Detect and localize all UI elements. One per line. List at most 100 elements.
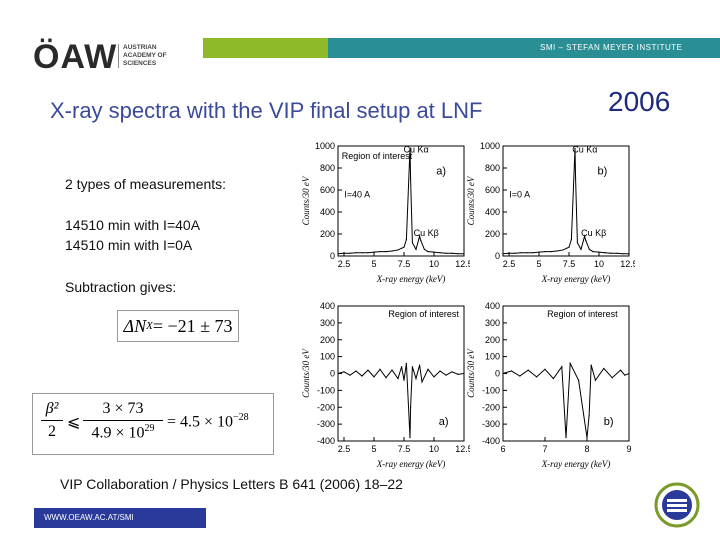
eq-rhs: = −21 ± 73 bbox=[152, 315, 233, 336]
x-tick-label: 12.5 bbox=[620, 259, 635, 269]
data-point bbox=[514, 252, 516, 254]
formula-rhs: = 4.5 × 10−28 bbox=[167, 412, 249, 431]
x-tick-label: 2.5 bbox=[503, 259, 516, 269]
data-point bbox=[439, 252, 441, 254]
measurements-heading: 2 types of measurements: bbox=[65, 176, 227, 192]
data-point bbox=[403, 379, 405, 381]
data-point bbox=[562, 249, 564, 251]
footer-url[interactable]: WWW.OEAW.AC.AT/SMI bbox=[44, 513, 134, 522]
header-bar-green bbox=[203, 38, 328, 58]
data-point bbox=[574, 147, 576, 149]
data-point bbox=[576, 242, 578, 244]
x-tick-label: 7.5 bbox=[563, 259, 576, 269]
annotation: Region of interest bbox=[342, 151, 413, 161]
data-point bbox=[620, 369, 622, 371]
plot-frame bbox=[502, 145, 630, 257]
y-tick-label: 100 bbox=[320, 352, 335, 362]
annotation: I=40 A bbox=[344, 190, 370, 200]
y-tick-label: -100 bbox=[482, 385, 500, 395]
y-tick-label: 400 bbox=[485, 207, 500, 217]
y-tick-label: 200 bbox=[320, 335, 335, 345]
oaw-logo: ÖAW bbox=[33, 38, 118, 76]
year-label: 2006 bbox=[608, 86, 671, 117]
y-tick-label: 400 bbox=[320, 207, 335, 217]
citation: VIP Collaboration / Physics Letters B 64… bbox=[60, 476, 403, 492]
data-point bbox=[544, 368, 546, 370]
series-line bbox=[502, 148, 629, 255]
data-point bbox=[427, 368, 429, 370]
data-point bbox=[502, 253, 504, 255]
y-tick-label: 300 bbox=[485, 318, 500, 328]
data-point bbox=[532, 252, 534, 254]
y-tick-label: -100 bbox=[317, 385, 335, 395]
data-point bbox=[502, 372, 504, 375]
x-axis-label: X-ray energy (keV) bbox=[541, 459, 611, 469]
data-point bbox=[508, 252, 510, 254]
annotation: b) bbox=[604, 416, 614, 428]
data-point bbox=[457, 253, 459, 255]
x-tick-label: 12.5 bbox=[455, 259, 470, 269]
data-point bbox=[361, 375, 363, 377]
x-tick-label: 2.5 bbox=[338, 259, 351, 269]
data-point bbox=[584, 235, 586, 237]
y-axis-label: Counts/30 eV bbox=[466, 175, 476, 225]
series-line bbox=[502, 361, 630, 438]
data-point bbox=[451, 252, 453, 254]
data-point bbox=[439, 370, 441, 372]
data-point bbox=[568, 246, 570, 248]
smi-logo-icon bbox=[654, 482, 700, 528]
data-point bbox=[367, 252, 369, 254]
oaw-logo-subtitle: AUSTRIAN ACADEMY OF SCIENCES bbox=[118, 44, 167, 68]
data-point bbox=[526, 252, 528, 254]
data-point bbox=[519, 375, 521, 377]
x-tick-label: 5 bbox=[371, 444, 376, 454]
annotation: Cu Kβ bbox=[414, 228, 439, 238]
x-tick-label: 6 bbox=[500, 444, 505, 454]
data-point bbox=[622, 253, 624, 255]
data-point bbox=[536, 376, 538, 378]
data-point bbox=[343, 371, 345, 373]
formula-frac-den: 4.9 × 1029 bbox=[91, 423, 155, 442]
data-point bbox=[343, 252, 345, 254]
data-point bbox=[611, 377, 613, 379]
chart-a-bottom: 2.5 5 7.5 10 12.5 -400 -300 -200 -100 0 100 200 300 4… bbox=[301, 301, 470, 469]
measurement-1: 14510 min with I=40A bbox=[65, 217, 201, 233]
x-axis-label: X-ray energy (keV) bbox=[376, 274, 446, 284]
data-point bbox=[588, 248, 590, 250]
footer-bar[interactable] bbox=[34, 508, 206, 528]
y-tick-label: 200 bbox=[320, 229, 335, 239]
data-point bbox=[423, 248, 425, 250]
y-tick-label: 0 bbox=[495, 369, 500, 379]
data-point bbox=[355, 370, 357, 372]
y-tick-label: 200 bbox=[485, 229, 500, 239]
delta-n-equation: ΔN X = −21 ± 73 bbox=[117, 310, 239, 342]
annotation: Region of interest bbox=[547, 309, 618, 319]
data-point bbox=[556, 250, 558, 252]
data-point bbox=[527, 369, 529, 371]
annotation: b) bbox=[598, 166, 608, 178]
x-tick-label: 5 bbox=[371, 259, 376, 269]
x-tick-label: 12.5 bbox=[455, 444, 470, 454]
data-point bbox=[367, 369, 369, 371]
y-tick-label: 200 bbox=[485, 335, 500, 345]
x-tick-label: 7 bbox=[542, 444, 547, 454]
y-tick-label: -200 bbox=[317, 402, 335, 412]
annotation: Cu Kα bbox=[572, 145, 597, 155]
y-tick-label: 400 bbox=[320, 301, 335, 311]
y-tick-label: 800 bbox=[320, 163, 335, 173]
x-axis-label: X-ray energy (keV) bbox=[376, 459, 446, 469]
data-point bbox=[337, 253, 339, 255]
chart-a-top: 2.5 5 7.5 10 12.5 0 200 400 600 800 1000 X-ray ener… bbox=[301, 141, 470, 284]
data-point bbox=[445, 252, 447, 254]
y-axis-label: Counts/30 eV bbox=[301, 348, 311, 398]
data-point bbox=[586, 437, 588, 439]
data-point bbox=[391, 369, 393, 371]
data-point bbox=[397, 249, 399, 251]
data-point bbox=[538, 251, 540, 253]
data-point bbox=[628, 372, 630, 375]
data-point bbox=[616, 252, 618, 254]
data-point bbox=[403, 246, 405, 248]
data-point bbox=[410, 406, 412, 408]
y-tick-label: 300 bbox=[320, 318, 335, 328]
annotation: Cu Kα bbox=[404, 145, 429, 155]
